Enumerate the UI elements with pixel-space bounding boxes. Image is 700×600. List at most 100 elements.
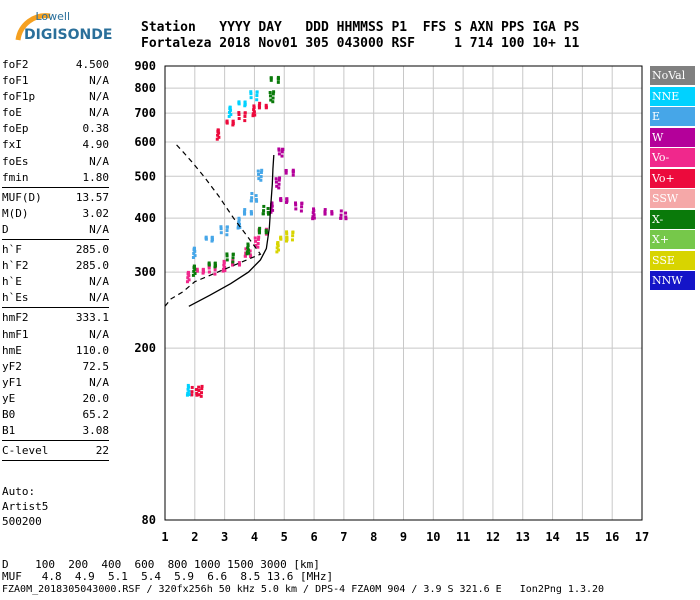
data-point (187, 389, 191, 393)
logo-arc-icon (15, 13, 51, 41)
param-value: 1.80 (82, 170, 110, 184)
data-point (252, 110, 256, 114)
data-point (199, 394, 203, 398)
data-point (266, 212, 270, 216)
auto-algorithm: Artist5 (2, 500, 49, 513)
data-point (311, 217, 315, 221)
data-point (277, 248, 281, 252)
param-label: hmF1 (2, 327, 29, 341)
param-row: fmin 1.80 (2, 170, 109, 186)
param-row: h`Es N/A (2, 290, 109, 306)
data-point (279, 237, 283, 241)
data-point (237, 111, 241, 115)
data-point (227, 110, 231, 114)
param-row: foE N/A (2, 105, 109, 121)
data-point (274, 180, 278, 184)
data-point (243, 101, 247, 105)
data-point (231, 123, 235, 127)
data-point (255, 94, 259, 98)
data-point (192, 248, 196, 252)
data-point (236, 226, 240, 230)
data-point (237, 100, 241, 104)
data-point (339, 216, 343, 220)
data-point (294, 207, 298, 211)
data-point (266, 207, 270, 211)
data-point (258, 105, 262, 109)
data-point (311, 211, 315, 215)
data-point (294, 203, 298, 207)
param-value: N/A (89, 375, 109, 389)
data-point (323, 211, 327, 215)
data-point (246, 248, 250, 252)
param-row: yF2 72.5 (2, 359, 109, 375)
data-point (257, 177, 261, 181)
param-row: yE 20.0 (2, 391, 109, 407)
data-point (250, 196, 254, 200)
data-point (257, 235, 261, 239)
legend: NoVal NNE E W Vo- Vo+ SSW X- X+ SSE NNW (650, 66, 695, 292)
param-value: 22 (95, 444, 109, 458)
data-point (278, 176, 282, 180)
param-value: 285.0 (75, 243, 109, 257)
data-point (258, 230, 262, 234)
param-label: foEp (2, 122, 29, 136)
data-point (195, 393, 199, 397)
param-label: h`F (2, 243, 22, 257)
data-point (274, 177, 278, 181)
data-point (252, 106, 256, 110)
x-tick-label: 8 (370, 530, 377, 544)
data-point (285, 230, 289, 234)
data-point (225, 258, 229, 262)
x-tick-label: 9 (400, 530, 407, 544)
data-point (243, 114, 247, 118)
param-value: N/A (89, 222, 109, 236)
data-point (252, 104, 256, 108)
data-point (228, 107, 232, 111)
data-point (210, 239, 214, 243)
data-point (221, 269, 225, 273)
data-point (249, 210, 253, 214)
data-point (285, 232, 289, 236)
y-tick-label: 700 (134, 106, 156, 120)
data-point (231, 260, 235, 264)
data-point (204, 237, 208, 241)
data-point (249, 92, 253, 96)
data-point (269, 98, 273, 102)
data-point (186, 391, 190, 395)
data-point (187, 278, 191, 282)
param-row: yF1 N/A (2, 375, 109, 391)
param-value: 65.2 (82, 407, 110, 421)
data-point (277, 147, 281, 151)
param-row: hmF1 N/A (2, 327, 109, 343)
param-label: h`F2 (2, 259, 29, 273)
param-label: h`Es (2, 291, 29, 305)
data-point (246, 242, 250, 246)
param-row: foF1 N/A (2, 73, 109, 89)
param-row: hmE 110.0 (2, 343, 109, 359)
data-point (249, 199, 253, 203)
data-point (210, 236, 214, 240)
data-point (272, 90, 276, 94)
data-point (227, 114, 231, 118)
data-point (185, 280, 189, 284)
data-point (279, 199, 283, 203)
legend-item: SSE (650, 250, 695, 270)
x-tick-label: 7 (340, 530, 347, 544)
data-point (222, 259, 226, 263)
data-point (312, 209, 316, 213)
data-point (299, 209, 303, 213)
data-point (192, 266, 196, 270)
data-point (229, 113, 233, 117)
data-point (225, 233, 229, 237)
data-point (266, 210, 270, 214)
header-values: Fortaleza 2018 Nov01 305 043000 RSF 1 71… (141, 36, 580, 51)
param-label: D (2, 222, 9, 236)
data-point (259, 171, 263, 175)
data-point (219, 231, 223, 235)
data-point (237, 218, 241, 222)
data-point (225, 229, 229, 233)
param-value: 0.38 (82, 122, 110, 136)
parameter-panel: foF2 4.500 foF1 N/A foF1p N/A foE N/A foEp 0.38 fx… (2, 57, 109, 463)
y-tick-label: 600 (134, 135, 156, 149)
